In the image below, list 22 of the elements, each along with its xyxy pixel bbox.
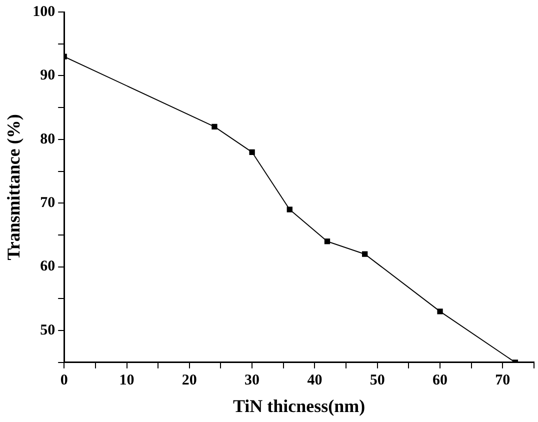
point <box>249 149 255 155</box>
x-tick-label: 20 <box>182 372 197 388</box>
point <box>324 238 330 244</box>
point <box>212 124 218 130</box>
x-tick-label: 70 <box>495 372 510 388</box>
y-tick-label: 100 <box>32 4 56 20</box>
x-tick-label: 60 <box>432 372 448 388</box>
point <box>362 251 368 257</box>
y-tick-label: 80 <box>40 131 56 148</box>
y-tick-label: 90 <box>40 68 56 84</box>
x-axis-title: TiN thicness(nm) <box>232 396 366 416</box>
point <box>286 206 292 212</box>
x-tick-label: 50 <box>370 372 385 388</box>
y-axis-title: Transmittance (%) <box>3 114 24 260</box>
y-tick-label: 60 <box>40 258 56 275</box>
point <box>437 308 443 314</box>
x-tick-label: 0 <box>60 372 68 388</box>
x-tick-label: 30 <box>244 372 260 388</box>
y-tick-label: 50 <box>40 322 56 338</box>
y-tick-label: 70 <box>40 195 56 211</box>
x-tick-label: 10 <box>119 372 134 388</box>
x-tick-label: 40 <box>307 372 322 388</box>
